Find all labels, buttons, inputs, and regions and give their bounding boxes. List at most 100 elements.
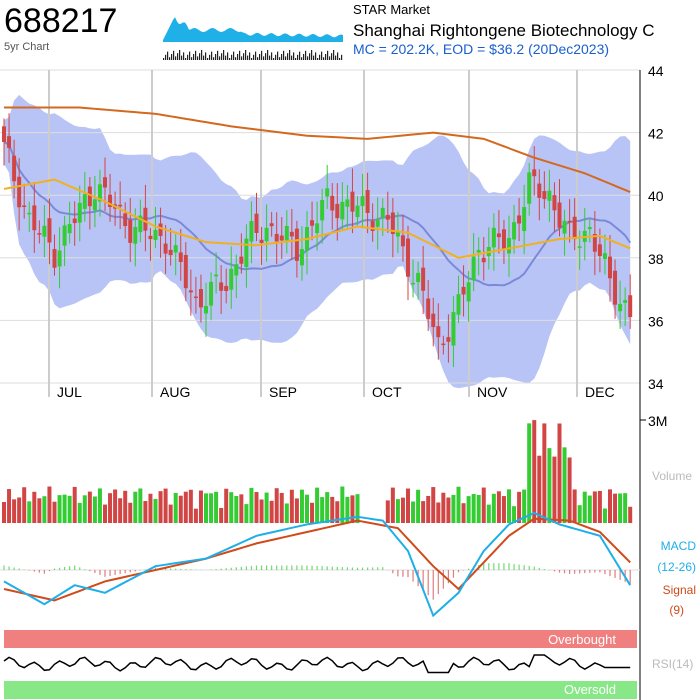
volume-bar [390,487,395,523]
candle-body [219,282,224,291]
oversold-label: Oversold [564,682,616,697]
mini-volume-bar [323,57,325,60]
candle-body [103,177,107,188]
mini-volume-bar [261,50,263,60]
candle-body [380,207,385,218]
mini-volume-bar [287,53,289,60]
mini-volume-bar [313,55,315,60]
volume-bar [27,501,32,523]
volume-bar [299,489,304,523]
candle-body [330,195,335,211]
month-label: DEC [585,384,615,400]
volume-bar [47,486,52,523]
volume-bar [153,498,158,523]
volume-bar [426,495,431,523]
mini-volume-bar [183,52,185,60]
volume-bar [274,488,279,523]
candle-body [532,169,537,177]
volume-bar [315,487,320,523]
candle-body [138,215,143,233]
mini-volume-bar [185,58,187,60]
volume-bar [552,456,557,523]
candle-body [178,252,183,263]
price-tick-label: 36 [648,313,664,329]
candle-body [153,229,158,241]
candle-body [204,305,208,314]
volume-bar [395,499,400,523]
candle-body [481,257,486,263]
mini-volume-bar [201,50,203,60]
signal-line [3,517,631,602]
mini-volume-bar [303,54,305,60]
mini-volume-bar [229,58,231,60]
volume-bar [355,494,360,523]
month-label: NOV [477,384,508,400]
candle-body [133,226,138,244]
macd-legend-label: MACD [661,539,697,553]
volume-bar [82,495,87,523]
volume-bar [345,496,350,523]
candle-body [365,190,370,213]
candle-body [148,235,153,240]
volume-bar [12,499,17,523]
mini-volume-bar [215,54,217,60]
volume-bar [188,489,193,523]
candle-body [461,286,466,295]
mini-volume-bar [169,57,171,60]
mini-volume-bar [267,50,269,60]
volume-bar [597,490,602,523]
volume-bar [491,493,496,523]
candle-body [128,219,133,243]
candle-body [441,343,446,346]
volume-bar [325,492,330,523]
volume-bar [37,498,42,523]
candle-body [92,199,97,211]
volume-bar [249,487,254,523]
mini-volume-bar [283,50,285,60]
mini-volume-bar [203,55,205,60]
volume-bar [608,489,612,523]
candle-body [163,243,168,254]
volume-bar [567,457,572,523]
volume-bar [289,489,294,523]
volume-bar [284,503,289,523]
volume-bar [163,488,168,523]
volume-bar [587,495,592,523]
mini-volume-bar [243,53,245,60]
candle-body [507,238,511,254]
volume-bar [97,488,102,523]
candle-body [17,176,22,208]
volume-bar [214,491,219,523]
candle-body [496,233,501,238]
mini-volume-bar [263,56,265,60]
volume-bar [133,491,138,523]
volume-bar [385,500,390,523]
candle-body [234,264,239,276]
mini-volume-bar [211,51,213,60]
volume-bar [209,493,214,523]
candle-body [52,249,57,268]
candle-body [42,225,47,237]
volume-bar [219,507,224,523]
volume-bar [87,491,92,523]
candle-body [244,238,249,268]
candle-body [345,199,350,207]
volume-label: Volume [652,469,692,483]
price-tick-label: 34 [648,376,664,392]
macd-legend-label: Signal [663,583,696,597]
candle-body [335,203,340,219]
mini-volume-bar [265,53,267,60]
mini-volume-bar [295,58,297,60]
mini-volume-bar [163,58,165,60]
candle-body [456,294,461,315]
candle-body [183,254,188,289]
mini-volume-bar [249,52,251,60]
mini-price-area [163,17,343,42]
mini-volume-bar [199,53,201,60]
candle-body [416,272,421,283]
volume-bar [103,504,107,523]
volume-bar [22,487,27,523]
candle-body [47,218,52,243]
